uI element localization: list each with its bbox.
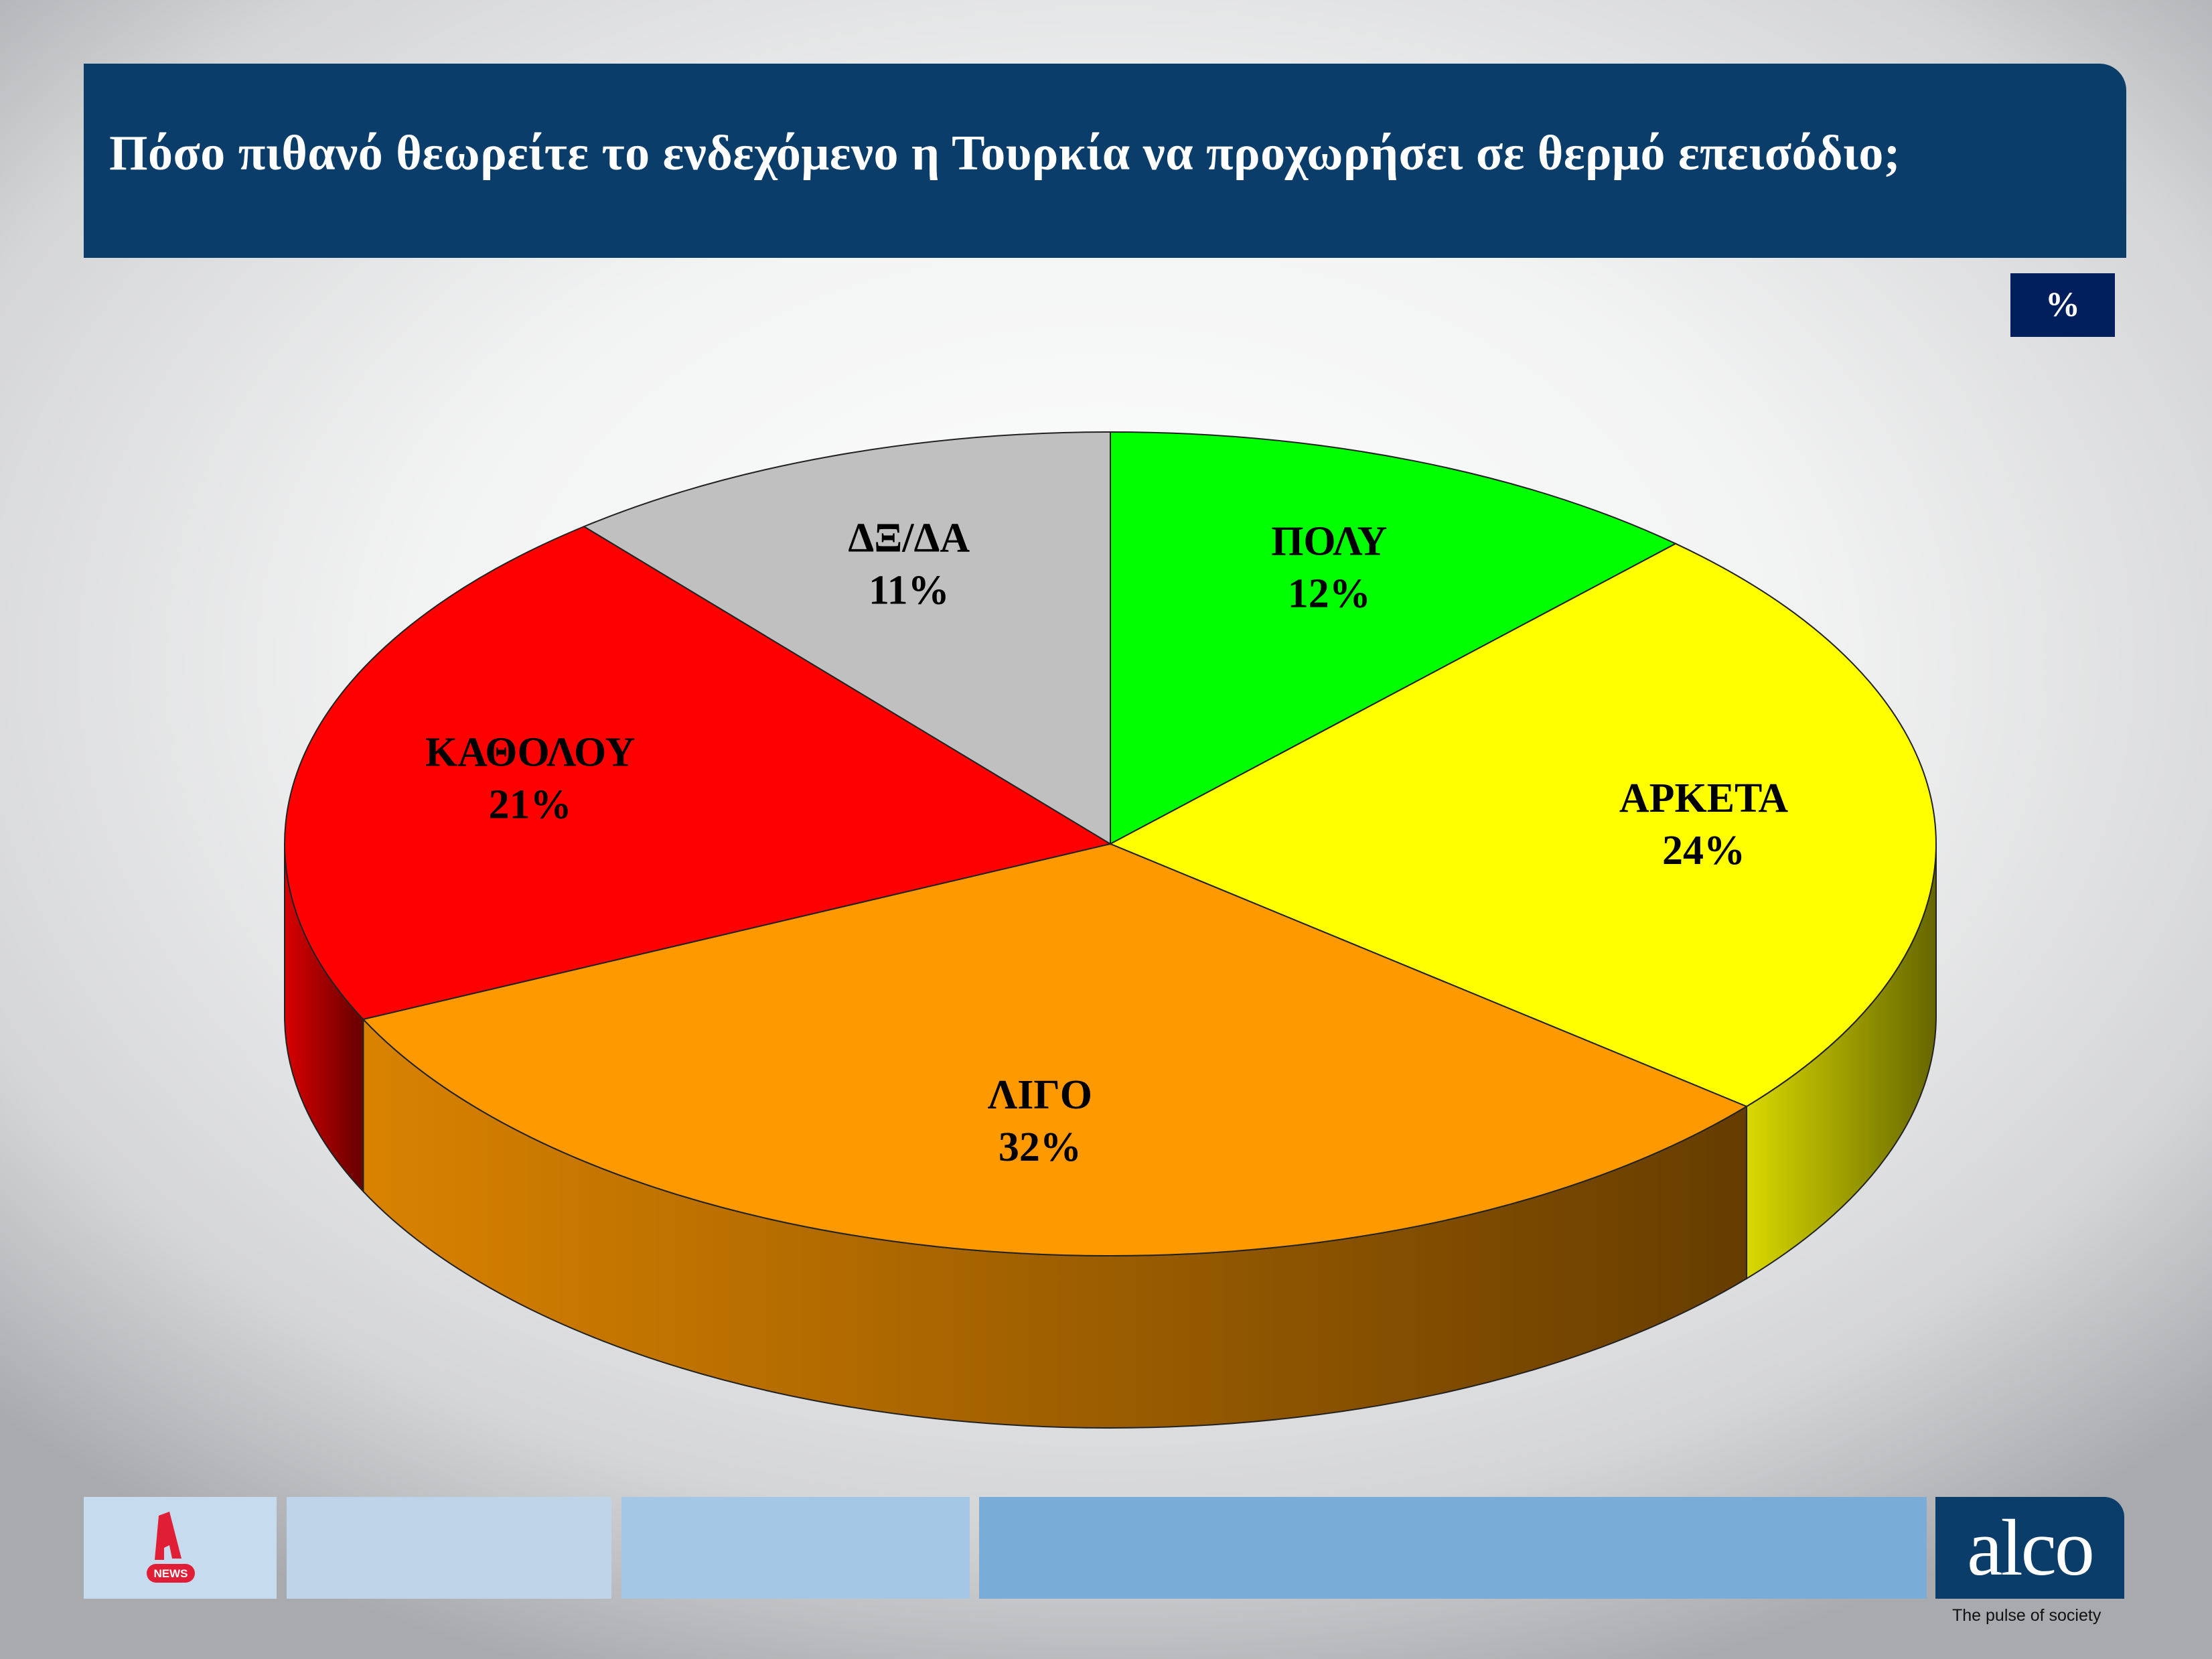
footer-box-3: [621, 1497, 970, 1599]
slice-value-label: 12%: [1288, 571, 1371, 616]
footer-box-4: [979, 1497, 1927, 1599]
alpha-news-logo: NEWS: [147, 1512, 195, 1583]
svg-text:NEWS: NEWS: [154, 1567, 188, 1580]
brand-tagline: The pulse of society: [1952, 1606, 2102, 1625]
slice-value-label: 11%: [869, 567, 950, 613]
slice-label: ΚΑΘΟΛΟΥ: [425, 729, 636, 775]
title-bar: Πόσο πιθανό θεωρείτε το ενδεχόμενο η Του…: [84, 64, 2126, 258]
slice-value-label: 21%: [489, 782, 572, 827]
slice-value-label: 24%: [1662, 828, 1745, 873]
slice-label: ΠΟΛΥ: [1271, 518, 1387, 564]
chart-title: Πόσο πιθανό θεωρείτε το ενδεχόμενο η Του…: [109, 126, 1901, 181]
alco-logo: alco: [1935, 1497, 2124, 1599]
pie-slice: [1108, 543, 1937, 1108]
pie-slice: [582, 431, 1111, 845]
slice-label: ΑΡΚΕΤΑ: [1619, 776, 1789, 821]
pie-slice: [284, 526, 1112, 1020]
footer-box-2: [287, 1497, 611, 1599]
slice-label: ΛΙΓΟ: [988, 1072, 1092, 1118]
slice-value-label: 32%: [999, 1125, 1082, 1170]
pie-slice: [1110, 431, 1678, 845]
slice-label: ΔΞ/ΔΑ: [848, 515, 970, 561]
unit-badge: %: [2010, 273, 2115, 337]
pie-slice: [362, 843, 1749, 1256]
